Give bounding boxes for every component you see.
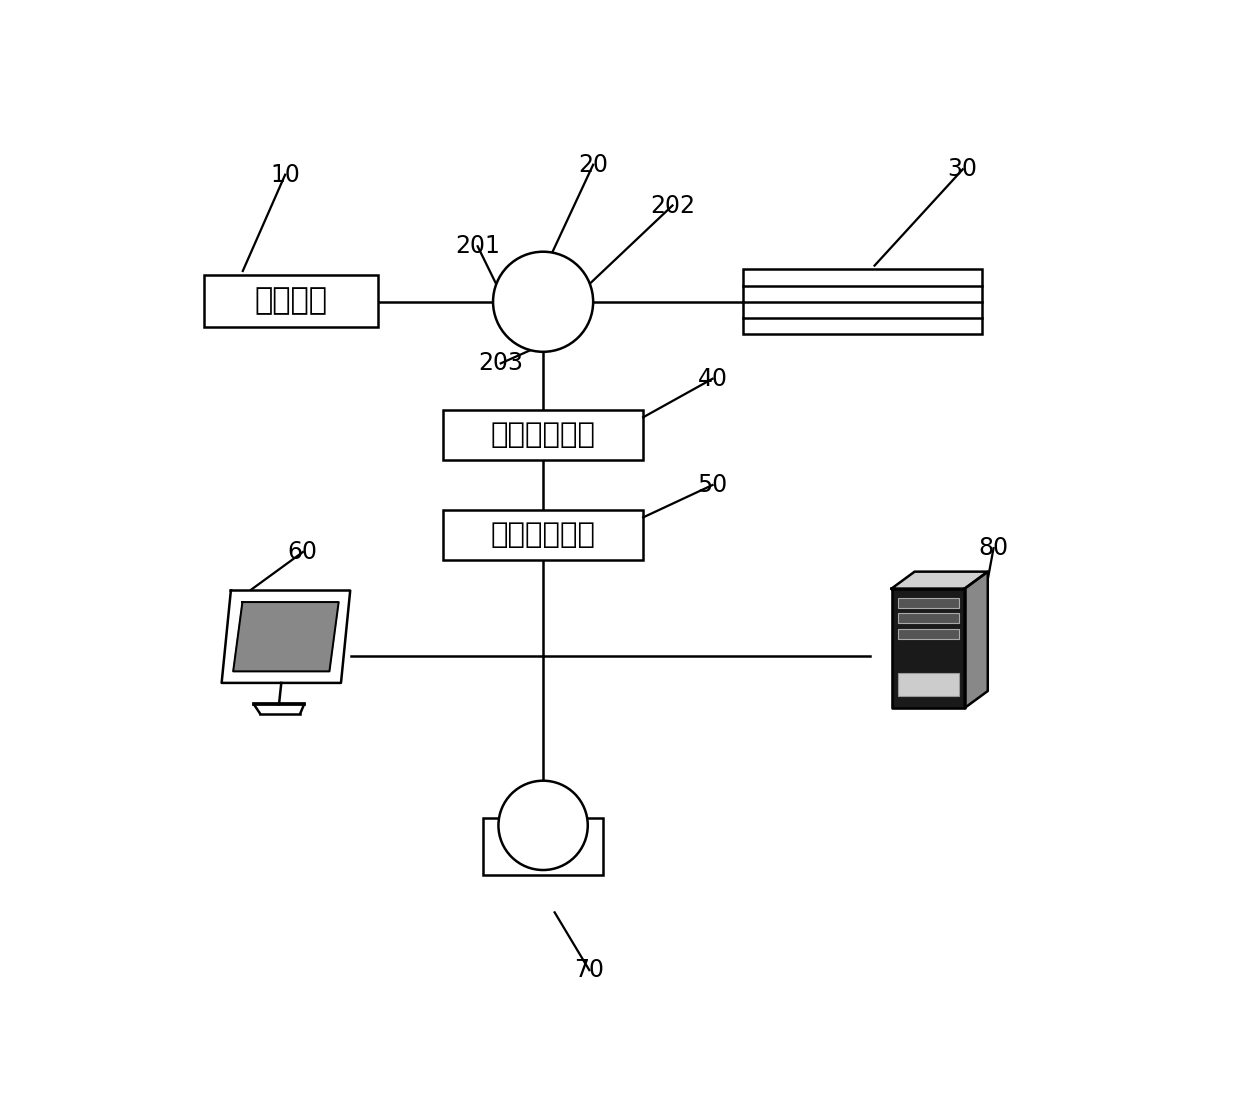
Polygon shape <box>965 571 988 708</box>
Text: 70: 70 <box>574 959 604 982</box>
Polygon shape <box>222 590 350 683</box>
Text: 201: 201 <box>455 234 500 258</box>
Bar <box>443 409 644 460</box>
Text: 60: 60 <box>288 540 317 564</box>
Text: 传感光源: 传感光源 <box>254 287 327 315</box>
Text: 50: 50 <box>697 473 728 497</box>
Bar <box>743 269 982 334</box>
Text: 光电转换模块: 光电转换模块 <box>491 420 595 449</box>
Bar <box>898 598 959 608</box>
Circle shape <box>498 781 588 870</box>
Polygon shape <box>233 602 339 672</box>
Bar <box>898 629 959 639</box>
Bar <box>898 613 959 623</box>
Bar <box>443 510 644 559</box>
Polygon shape <box>892 589 965 708</box>
Bar <box>205 275 377 328</box>
Bar <box>898 673 959 696</box>
Text: 30: 30 <box>947 158 978 181</box>
Text: 203: 203 <box>479 352 523 375</box>
Circle shape <box>494 251 593 352</box>
Polygon shape <box>892 571 988 589</box>
Text: 数据处理模块: 数据处理模块 <box>491 521 595 548</box>
Text: 202: 202 <box>650 193 694 217</box>
Bar <box>484 817 603 876</box>
Text: 80: 80 <box>978 536 1008 560</box>
Text: 10: 10 <box>270 163 300 186</box>
Text: 40: 40 <box>697 367 728 390</box>
Text: 20: 20 <box>578 152 608 176</box>
